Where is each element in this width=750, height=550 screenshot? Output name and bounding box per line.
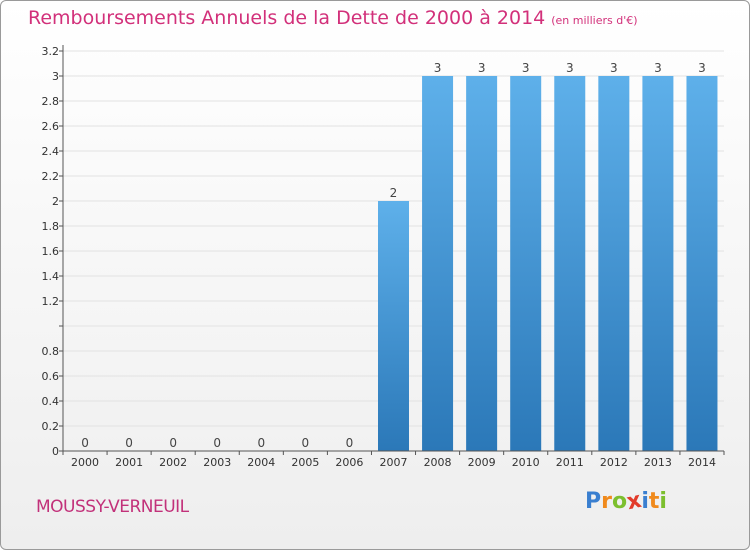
data-label: 3 — [610, 61, 618, 75]
y-tick-label: 2.6 — [42, 120, 60, 133]
data-label: 0 — [213, 436, 221, 450]
logo-letter: i — [641, 489, 649, 514]
x-tick-label: 2007 — [380, 456, 408, 469]
y-tick-label: 2 — [52, 195, 59, 208]
place-name: MOUSSY-VERNEUIL — [36, 497, 189, 517]
y-tick-label: 1.2 — [42, 295, 60, 308]
x-tick-label: 2004 — [247, 456, 275, 469]
x-tick-label: 2009 — [468, 456, 496, 469]
bar — [686, 76, 718, 451]
y-tick-label: 2.2 — [42, 170, 60, 183]
y-tick-label: 2.4 — [42, 145, 60, 158]
bar — [554, 76, 586, 451]
logo-letter: P — [585, 489, 602, 514]
bar — [466, 76, 498, 451]
logo-letter: r — [601, 489, 612, 514]
y-tick-label: 0 — [52, 445, 59, 458]
data-label: 0 — [302, 436, 310, 450]
title-text: Remboursements Annuels de la Dette de 20… — [28, 7, 546, 29]
data-label: 3 — [698, 61, 706, 75]
data-labels: 0 0 0 0 0 0 0 2 3 3 3 3 3 3 3 — [81, 61, 706, 450]
x-tick-label: 2014 — [688, 456, 716, 469]
y-tick-label: 1.8 — [42, 220, 60, 233]
chart-title: Remboursements Annuels de la Dette de 20… — [28, 7, 638, 29]
bar — [510, 76, 542, 451]
x-tick-label: 2002 — [159, 456, 187, 469]
data-label: 0 — [81, 436, 89, 450]
x-tick-label: 2010 — [512, 456, 540, 469]
x-tick-label: 2001 — [115, 456, 143, 469]
data-label: 3 — [434, 61, 442, 75]
y-tick-label: 3.2 — [42, 45, 60, 58]
x-tick-label: 2006 — [335, 456, 363, 469]
y-tick-label: 1.4 — [42, 270, 60, 283]
title-unit: (en milliers d'€) — [551, 14, 638, 27]
y-tick-label: 2.8 — [42, 95, 60, 108]
logo-letter: i — [659, 489, 667, 514]
bar — [598, 76, 630, 451]
x-tick-label: 2013 — [644, 456, 672, 469]
axes: 0 0.2 0.4 0.6 0.8 1.2 1.4 1.6 1.8 2 2.2 2.4 2.6 2.8 3 3… — [42, 45, 725, 469]
data-label: 0 — [346, 436, 354, 450]
x-tick-label: 2005 — [291, 456, 319, 469]
data-label: 3 — [654, 61, 662, 75]
y-tick-label: 0.8 — [42, 345, 60, 358]
y-tick-label: 0.6 — [42, 370, 60, 383]
data-label: 3 — [522, 61, 530, 75]
data-label: 2 — [390, 186, 398, 200]
y-tick-label: 3 — [52, 70, 59, 83]
data-label: 0 — [257, 436, 265, 450]
logo-letter: o — [611, 489, 628, 514]
data-label: 0 — [125, 436, 133, 450]
y-tick-label: 0.4 — [42, 395, 60, 408]
x-tick-label: 2000 — [71, 456, 99, 469]
bars — [378, 76, 718, 451]
proxiti-logo[interactable]: Proxiti — [585, 488, 667, 515]
y-tick-label: 0.2 — [42, 420, 60, 433]
bar — [642, 76, 674, 451]
x-tick-label: 2012 — [600, 456, 628, 469]
data-label: 3 — [566, 61, 574, 75]
y-tick-label: 1.6 — [42, 245, 60, 258]
bar — [422, 76, 454, 451]
x-tick-label: 2008 — [424, 456, 452, 469]
logo-letter: t — [648, 489, 660, 514]
x-tick-label: 2003 — [203, 456, 231, 469]
bar — [378, 201, 409, 451]
data-label: 3 — [478, 61, 486, 75]
data-label: 0 — [169, 436, 177, 450]
x-tick-label: 2011 — [556, 456, 584, 469]
